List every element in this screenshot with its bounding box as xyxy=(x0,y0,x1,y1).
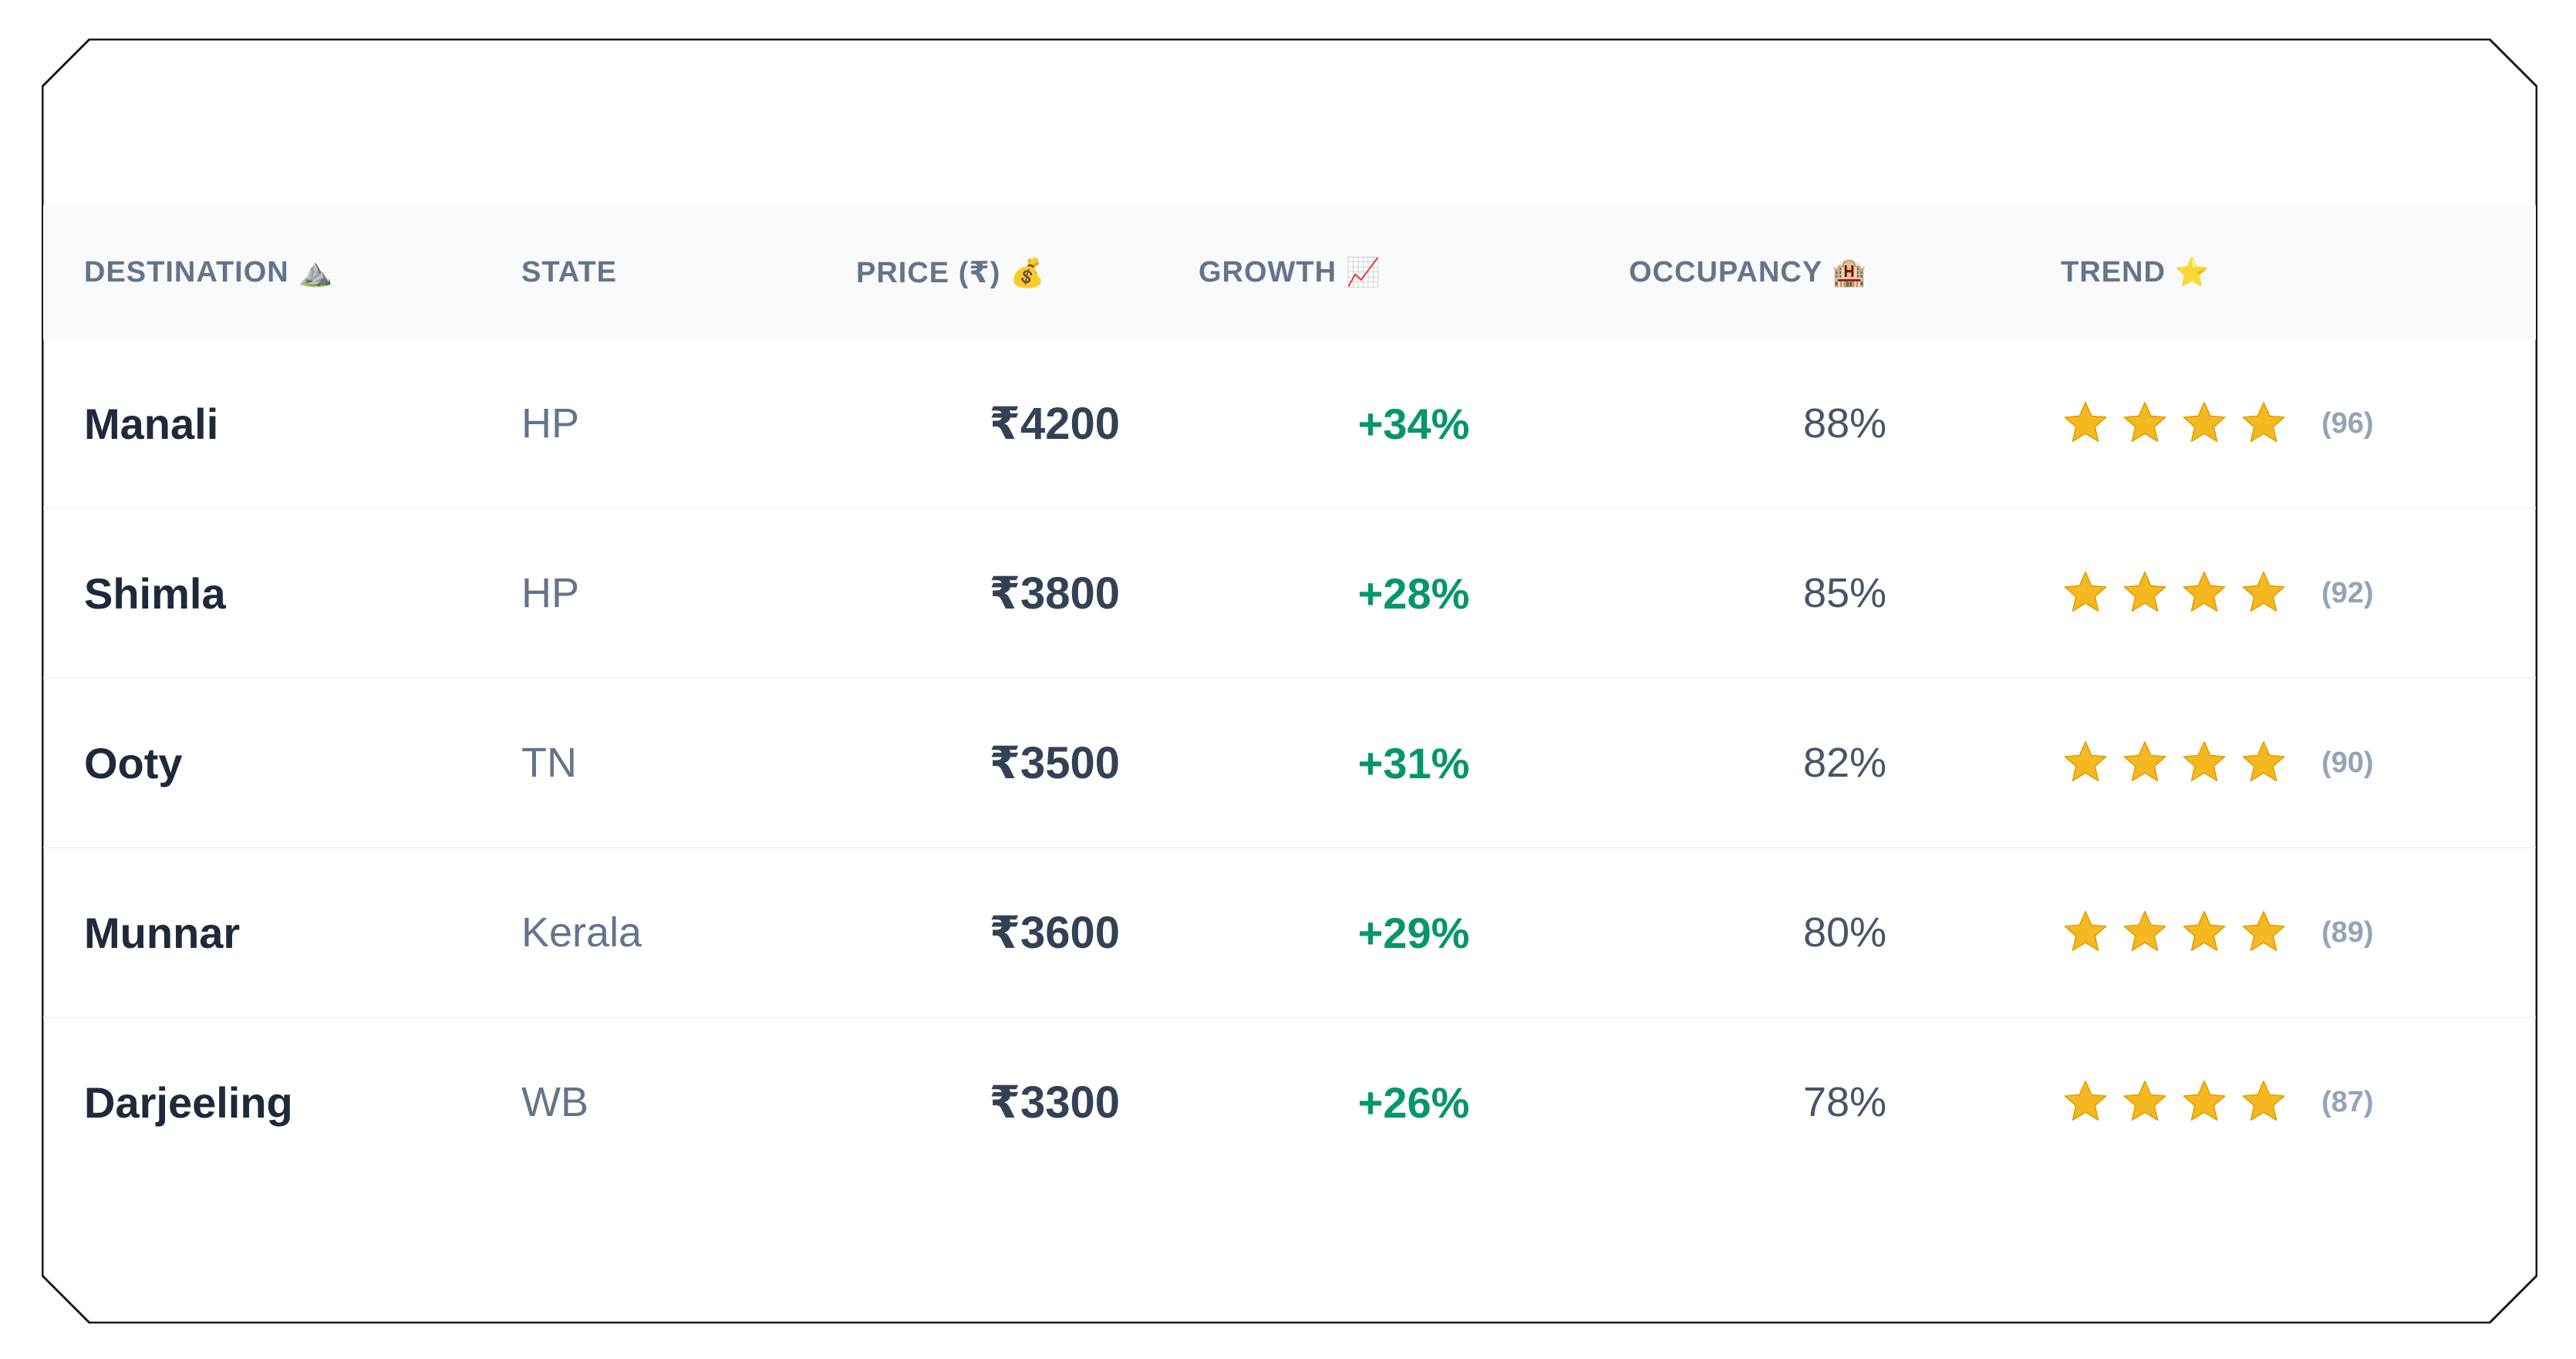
star-icon xyxy=(2064,911,2107,951)
star-icon xyxy=(2123,402,2166,442)
state-cell: WB xyxy=(521,1079,588,1125)
star-icon xyxy=(2242,911,2285,951)
money-bag-icon: 💰 xyxy=(1010,256,1046,288)
star-rating xyxy=(2061,1081,2298,1121)
star-icon xyxy=(2123,911,2166,951)
star-icon xyxy=(2242,402,2285,442)
state-cell: HP xyxy=(521,339,856,509)
star-icon xyxy=(2183,1081,2226,1121)
star-icon xyxy=(2183,402,2226,442)
mountain-icon: ⛰️ xyxy=(298,255,334,288)
star-icon xyxy=(2064,572,2107,612)
star-rating xyxy=(2061,911,2298,951)
destination-cell: Ooty xyxy=(43,678,521,848)
state-cell: HP xyxy=(521,508,856,679)
hotel-icon: 🏨 xyxy=(1832,255,1867,288)
header-row: DESTINATION ⛰️ STATE PRICE (₹) 💰 GROWTH 📈 O… xyxy=(43,205,2536,339)
price-cell: ₹3600 xyxy=(856,848,1199,1018)
growth-cell: +31% xyxy=(1199,678,1629,848)
trend-score: (92) xyxy=(2321,576,2374,609)
occupancy-cell: 88% xyxy=(1629,339,2061,509)
header-destination-label: DESTINATION xyxy=(84,255,289,288)
star-icon xyxy=(2242,1081,2285,1121)
growth-cell: +34% xyxy=(1199,339,1629,509)
header-trend-label: TREND xyxy=(2061,255,2166,288)
growth-cell: +29% xyxy=(1199,848,1629,1018)
destination-cell: Shimla xyxy=(43,508,521,679)
star-icon xyxy=(2064,402,2107,442)
chart-increasing-icon: 📈 xyxy=(1346,255,1381,288)
occupancy-cell: 82% xyxy=(1629,678,2061,848)
header-state-label: STATE xyxy=(521,255,617,288)
table-card: DESTINATION ⛰️ STATE PRICE (₹) 💰 GROWTH 📈 O… xyxy=(42,39,2537,1324)
header-occupancy-label: OCCUPANCY xyxy=(1629,255,1823,288)
price-cell: ₹3300 xyxy=(989,1077,1120,1128)
star-rating xyxy=(2061,402,2298,442)
trend-cell: (89) xyxy=(2061,848,2536,1018)
growth-cell: +28% xyxy=(1199,508,1629,679)
price-cell: ₹4200 xyxy=(856,339,1199,509)
header-occupancy[interactable]: OCCUPANCY 🏨 xyxy=(1629,205,2061,339)
table-row[interactable]: Ooty TN ₹3500 +31% 82% (90) xyxy=(43,678,2536,848)
star-icon xyxy=(2123,741,2166,781)
star-icon xyxy=(2242,572,2285,612)
trend-score: (89) xyxy=(2321,916,2374,949)
table-row[interactable]: Shimla HP ₹3800 +28% 85% (92) xyxy=(43,508,2536,679)
star-rating xyxy=(2061,572,2298,612)
header-trend[interactable]: TREND ⭐ xyxy=(2061,205,2536,339)
table-row[interactable]: Munnar Kerala ₹3600 +29% 80% (89) xyxy=(43,848,2536,1018)
star-icon xyxy=(2242,741,2285,781)
destinations-table: DESTINATION ⛰️ STATE PRICE (₹) 💰 GROWTH 📈 O… xyxy=(43,205,2536,1186)
price-cell: ₹3500 xyxy=(856,678,1199,848)
header-growth-label: GROWTH xyxy=(1199,255,1337,288)
star-icon xyxy=(2183,572,2226,612)
star-icon xyxy=(2183,741,2226,781)
destination-cell: Darjeeling xyxy=(84,1077,293,1127)
star-icon xyxy=(2064,1081,2107,1121)
state-cell: Kerala xyxy=(521,848,856,1018)
star-icon xyxy=(2123,572,2166,612)
trend-cell: (90) xyxy=(2061,678,2536,848)
trend-cell: (96) xyxy=(2061,339,2536,509)
star-icon xyxy=(2123,1081,2166,1121)
occupancy-cell: 85% xyxy=(1629,508,2061,679)
star-rating xyxy=(2061,741,2298,781)
trend-cell: (87) xyxy=(2061,1017,2536,1186)
price-cell: ₹3800 xyxy=(856,508,1199,679)
occupancy-cell: 78% xyxy=(1802,1079,1887,1125)
star-icon: ⭐ xyxy=(2174,255,2210,288)
table-row[interactable]: Manali HP ₹4200 +34% 88% (96) xyxy=(43,339,2536,509)
header-price-label: PRICE (₹) xyxy=(856,256,1001,289)
table-row[interactable]: Darjeeling WB ₹3300 +26% 78% (87) xyxy=(43,1017,2536,1186)
trend-score: (87) xyxy=(2321,1085,2374,1118)
trend-score: (90) xyxy=(2321,746,2374,779)
destination-cell: Manali xyxy=(43,339,521,509)
state-cell: TN xyxy=(521,678,856,848)
header-growth[interactable]: GROWTH 📈 xyxy=(1199,205,1629,339)
star-icon xyxy=(2064,741,2107,781)
growth-cell: +26% xyxy=(1357,1077,1470,1127)
star-icon xyxy=(2183,911,2226,951)
header-destination[interactable]: DESTINATION ⛰️ xyxy=(43,205,521,339)
table-header: DESTINATION ⛰️ STATE PRICE (₹) 💰 GROWTH 📈 O… xyxy=(43,205,2536,339)
table-body: Manali HP ₹4200 +34% 88% (96) Shimla HP ₹3800 +28… xyxy=(43,339,2536,1186)
header-price[interactable]: PRICE (₹) 💰 xyxy=(856,205,1199,339)
trend-cell: (92) xyxy=(2061,508,2536,679)
header-state[interactable]: STATE xyxy=(521,205,856,339)
destination-cell: Munnar xyxy=(43,848,521,1018)
trend-score: (96) xyxy=(2321,406,2374,440)
occupancy-cell: 80% xyxy=(1629,848,2061,1018)
